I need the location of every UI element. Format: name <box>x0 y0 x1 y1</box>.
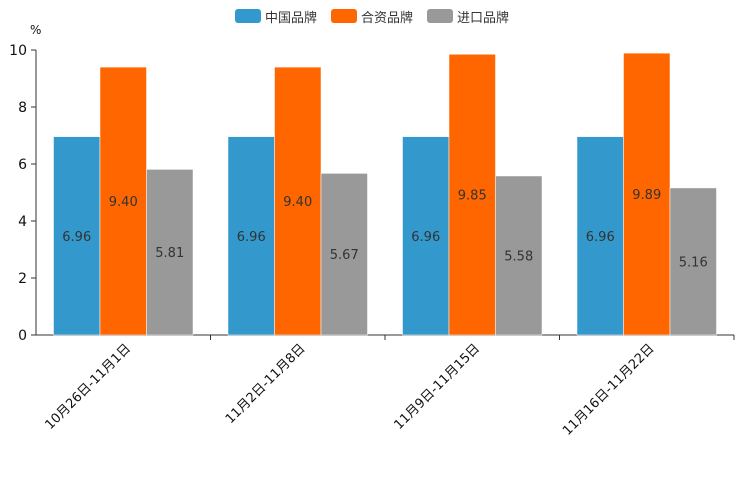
bar[interactable] <box>623 52 671 336</box>
bar[interactable] <box>320 173 368 336</box>
data-label: 6.96 <box>411 230 440 245</box>
y-tick-label: 10 <box>9 43 27 59</box>
legend-label-joint-venture-brand: 合资品牌 <box>360 10 413 26</box>
y-axis-unit-label: % <box>30 23 41 37</box>
y-tick-label: 0 <box>18 328 27 344</box>
legend-swatch-china-brand <box>234 9 261 23</box>
y-tick-label: 8 <box>18 100 27 116</box>
bar[interactable] <box>448 54 496 336</box>
bar[interactable] <box>402 136 450 336</box>
y-tick-label: 2 <box>18 271 27 287</box>
y-tick-label: 6 <box>18 157 27 173</box>
data-label: 6.96 <box>586 230 615 245</box>
bar[interactable] <box>146 169 194 336</box>
data-label: 9.85 <box>458 189 487 204</box>
legend-label-import-brand: 进口品牌 <box>457 10 510 26</box>
x-category-label: 11月2日-11月8日 <box>223 341 309 427</box>
legend-item-joint-venture-brand[interactable]: 合资品牌 <box>330 7 413 26</box>
legend-item-china-brand[interactable]: 中国品牌 <box>234 7 317 26</box>
data-label: 5.58 <box>504 249 533 264</box>
bar[interactable] <box>227 136 275 336</box>
data-label: 6.96 <box>237 230 266 245</box>
x-category-label: 10月26日-11月1日 <box>42 341 134 433</box>
x-category-label: 11月16日-11月22日 <box>560 341 657 438</box>
bar[interactable] <box>669 187 717 336</box>
bar[interactable] <box>99 66 147 336</box>
legend-swatch-joint-venture-brand <box>330 9 357 23</box>
data-label: 9.40 <box>109 195 138 210</box>
data-label: 9.89 <box>632 188 661 203</box>
legend: 中国品牌 合资品牌 进口品牌 <box>0 6 744 26</box>
bar[interactable] <box>495 175 543 336</box>
data-label: 5.67 <box>330 248 359 263</box>
data-label: 5.16 <box>679 255 708 270</box>
data-label: 9.40 <box>283 195 312 210</box>
legend-swatch-import-brand <box>427 9 453 23</box>
y-tick-label: 4 <box>18 214 27 230</box>
bar[interactable] <box>53 136 101 336</box>
legend-item-import-brand[interactable]: 进口品牌 <box>427 7 509 26</box>
bar[interactable] <box>576 136 624 336</box>
legend-label-china-brand: 中国品牌 <box>264 10 317 26</box>
x-category-label: 11月9日-11月15日 <box>391 341 483 433</box>
data-label: 6.96 <box>62 230 91 245</box>
data-label: 5.81 <box>155 246 184 261</box>
